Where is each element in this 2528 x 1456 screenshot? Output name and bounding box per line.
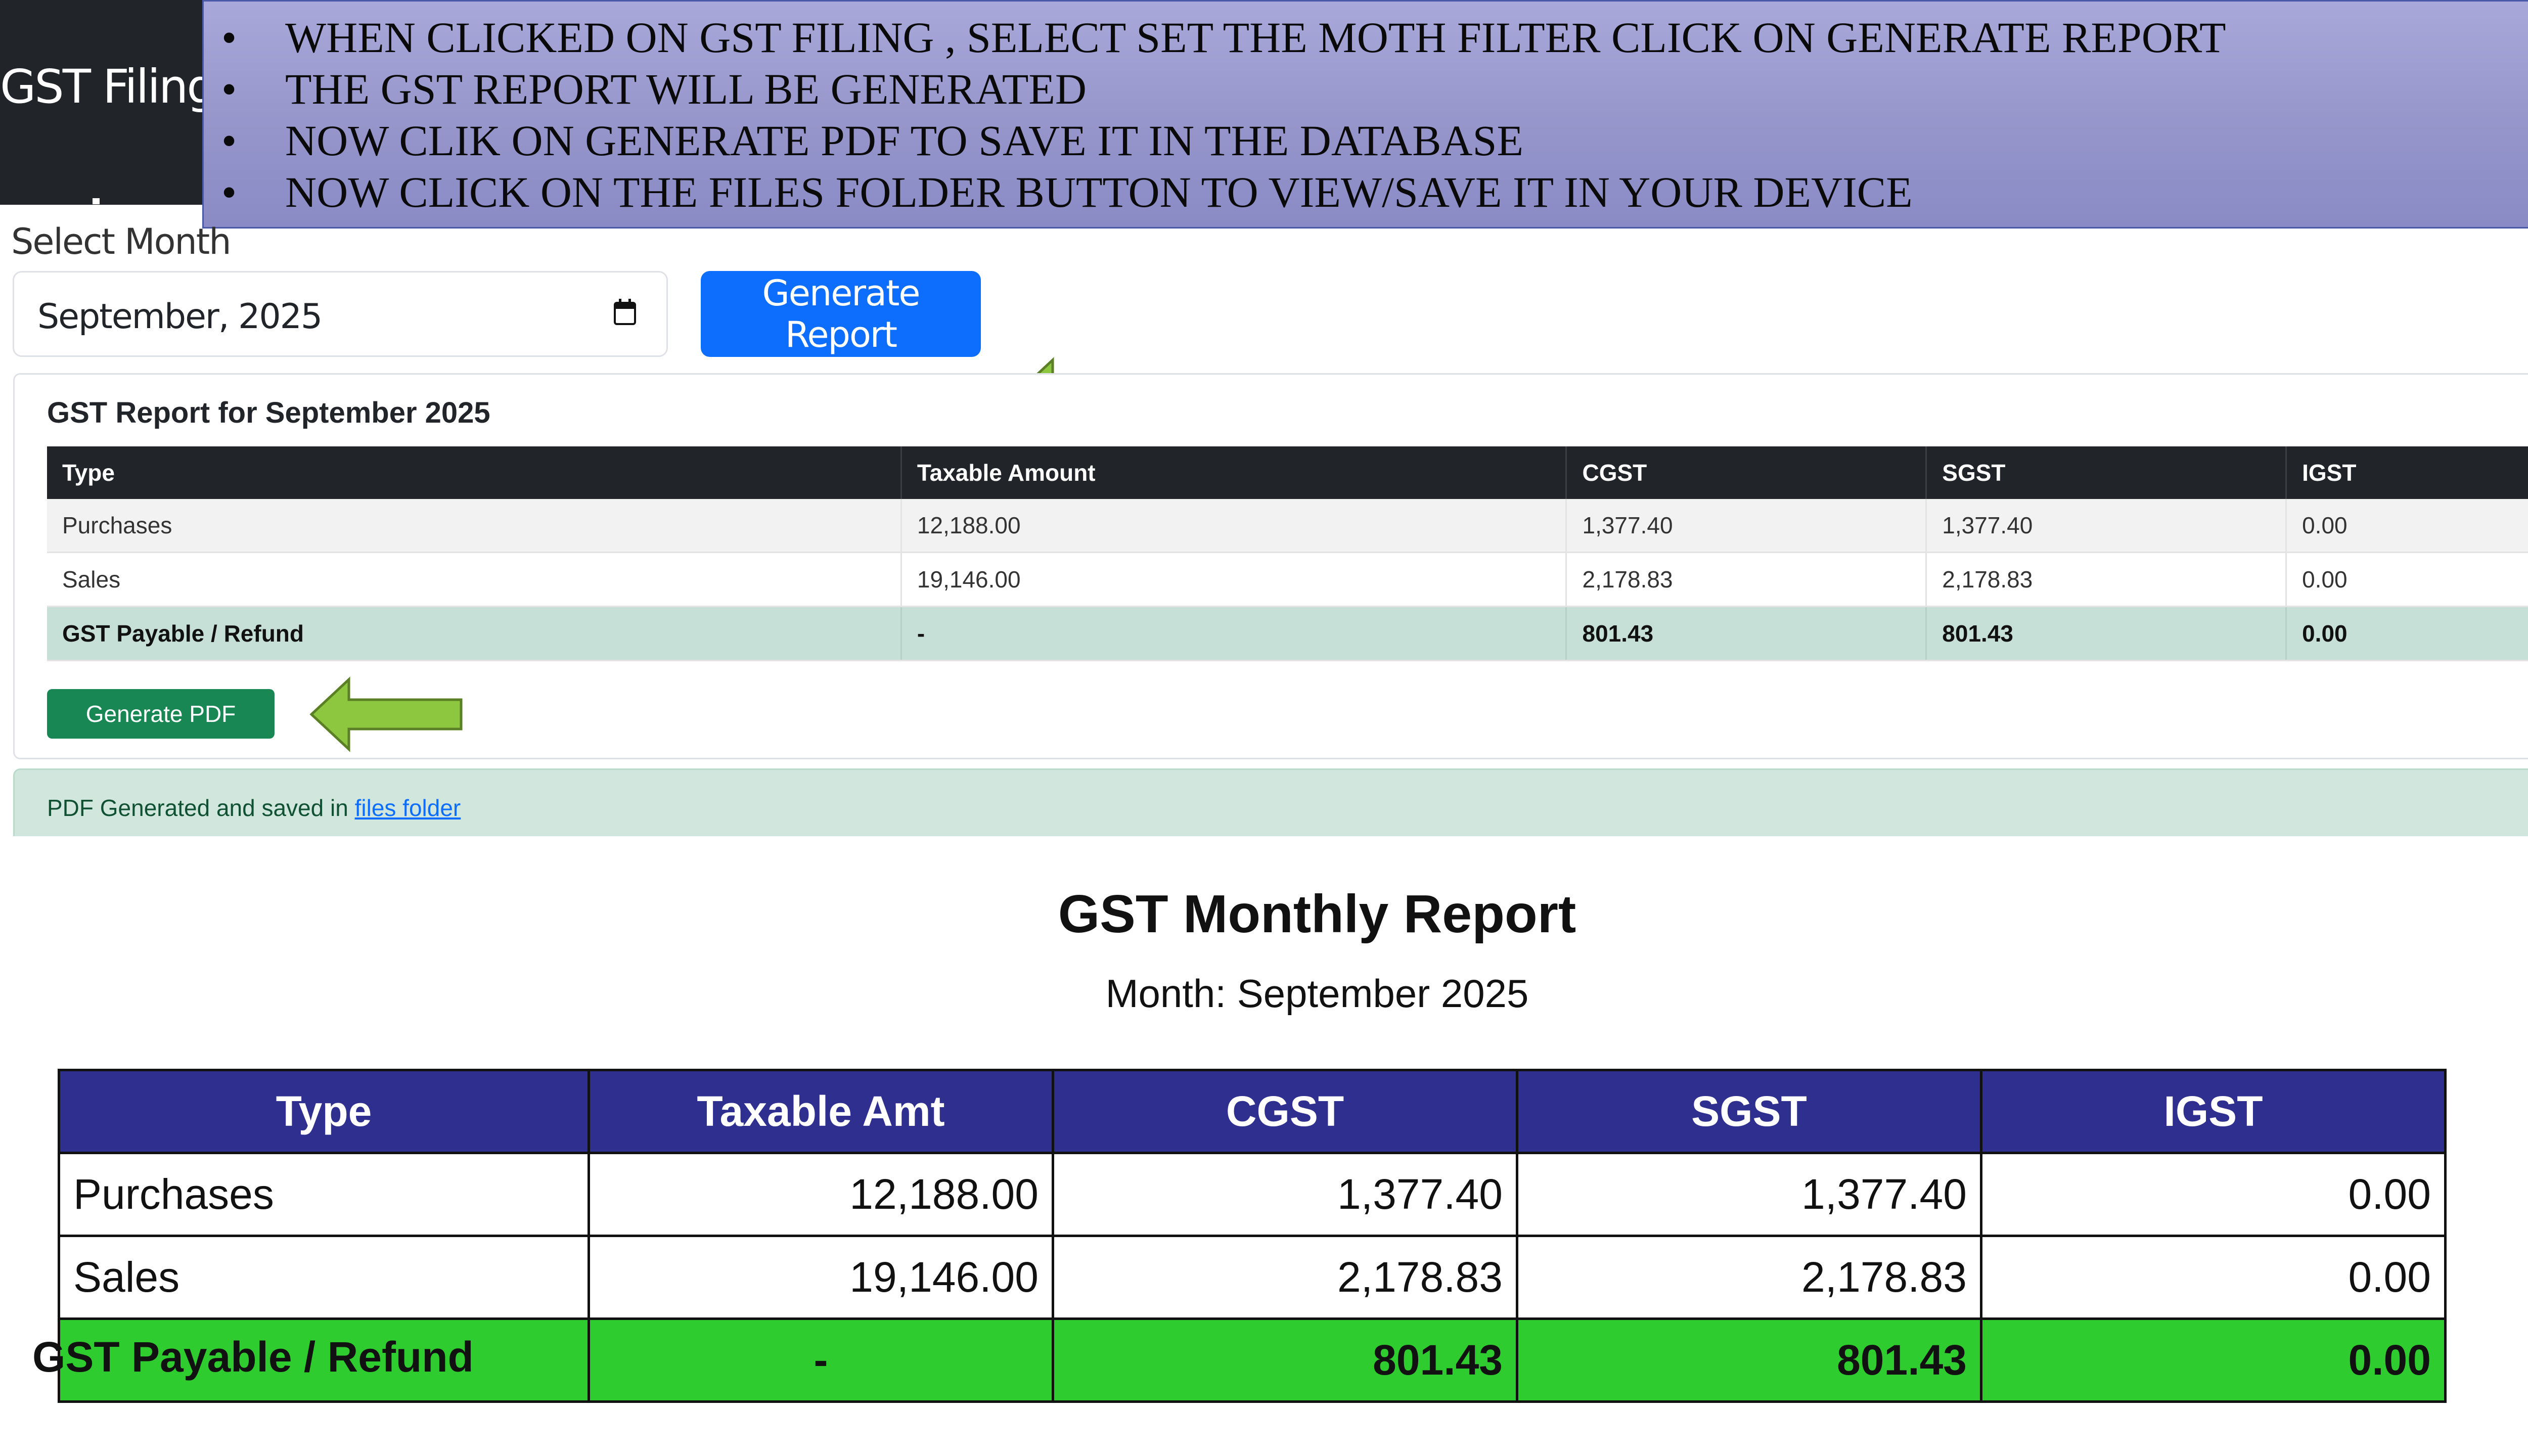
alert-message: PDF Generated and saved in files folder — [47, 795, 461, 821]
pdf-table-cell: 801.43 — [1052, 1317, 1518, 1403]
table-cell: 0.00 — [2286, 499, 2528, 553]
pdf-table-row: Purchases 12,188.00 1,377.40 1,377.40 0.… — [58, 1152, 2447, 1237]
calendar-icon[interactable] — [614, 299, 636, 325]
table-row: Sales 19,146.00 2,178.83 2,178.83 0.00 — [47, 552, 2528, 607]
success-alert: PDF Generated and saved in files folder — [13, 768, 2528, 836]
pdf-table-row-total: - 801.43 801.43 0.00 — [58, 1317, 2447, 1403]
pdf-report-month: Month: September 2025 — [1105, 971, 1529, 1016]
table-cell: 12,188.00 — [901, 499, 1567, 553]
table-cell: 1,377.40 — [1926, 499, 2287, 553]
pdf-table-cell: 801.43 — [1516, 1317, 1982, 1403]
table-cell: 2,178.83 — [1566, 552, 1927, 607]
pdf-table-row: Sales 19,146.00 2,178.83 2,178.83 0.00 — [58, 1235, 2447, 1320]
pdf-payable-label: GST Payable / Refund — [32, 1333, 474, 1381]
pdf-column-header: SGST — [1516, 1069, 1982, 1154]
table-cell: - — [901, 606, 1567, 661]
pdf-table-cell: 2,178.83 — [1052, 1235, 1518, 1320]
pdf-table-cell: 19,146.00 — [588, 1235, 1054, 1320]
instruction-banner: • WHEN CLICKED ON GST FILING , SELECT SET… — [202, 0, 2528, 229]
column-header: Type — [47, 446, 902, 499]
gst-report-table: Type Taxable Amount CGST SGST IGST Purch… — [47, 446, 2528, 661]
pdf-table-cell: 0.00 — [1980, 1235, 2447, 1320]
pdf-column-header: Type — [58, 1069, 590, 1154]
table-cell: 19,146.00 — [901, 552, 1567, 607]
table-cell: 801.43 — [1926, 606, 2287, 661]
table-cell: 0.00 — [2286, 606, 2528, 661]
instruction-item: • NOW CLIK ON GENERATE PDF TO SAVE IT IN … — [221, 116, 1523, 165]
column-header: Taxable Amount — [901, 446, 1567, 499]
pdf-table-cell: 1,377.40 — [1516, 1152, 1982, 1237]
gst-report-card: GST Report for September 2025 Type Taxab… — [13, 373, 2528, 759]
pdf-column-header: CGST — [1052, 1069, 1518, 1154]
table-row-total: GST Payable / Refund - 801.43 801.43 0.0… — [47, 606, 2528, 661]
select-month-label: Select Month — [11, 221, 232, 262]
table-cell: 0.00 — [2286, 552, 2528, 607]
header-divider — [93, 198, 100, 204]
column-header: IGST — [2286, 446, 2528, 499]
pdf-table-cell: Purchases — [58, 1152, 590, 1237]
pdf-column-header: Taxable Amt — [588, 1069, 1054, 1154]
pdf-table-cell: 12,188.00 — [588, 1152, 1054, 1237]
month-input[interactable]: September, 2025 — [13, 271, 668, 357]
generate-pdf-button[interactable]: Generate PDF — [47, 689, 275, 739]
table-cell: Purchases — [47, 499, 902, 553]
table-cell: 801.43 — [1566, 606, 1927, 661]
column-header: CGST — [1566, 446, 1927, 499]
pdf-column-header: IGST — [1980, 1069, 2447, 1154]
table-cell: Sales — [47, 552, 902, 607]
table-cell: 2,178.83 — [1926, 552, 2287, 607]
app-header — [0, 0, 202, 205]
table-cell: GST Payable / Refund — [47, 606, 902, 661]
pdf-table-cell-empty — [58, 1317, 590, 1403]
report-title: GST Report for September 2025 — [47, 396, 490, 429]
pdf-table-cell: 0.00 — [1980, 1152, 2447, 1237]
pdf-table-cell: - — [588, 1317, 1054, 1403]
pdf-report-table: Type Taxable Amt CGST SGST IGST Purchase… — [58, 1069, 2447, 1403]
pdf-table-cell: Sales — [58, 1235, 590, 1320]
instruction-item: • WHEN CLICKED ON GST FILING , SELECT SET… — [221, 13, 2226, 62]
table-row: Purchases 12,188.00 1,377.40 1,377.40 0.… — [47, 499, 2528, 553]
generate-report-button[interactable]: Generate Report — [701, 271, 981, 357]
pdf-report-title: GST Monthly Report — [1058, 884, 1576, 944]
pdf-table-cell: 0.00 — [1980, 1317, 2447, 1403]
pdf-table-cell: 2,178.83 — [1516, 1235, 1982, 1320]
instruction-item: • NOW CLICK ON THE FILES FOLDER BUTTON TO… — [221, 168, 1913, 216]
instruction-item: • THE GST REPORT WILL BE GENERATED — [221, 65, 1087, 113]
app-title[interactable]: GST Filing — [0, 60, 216, 114]
table-cell: 1,377.40 — [1566, 499, 1927, 553]
pdf-table-cell: 1,377.40 — [1052, 1152, 1518, 1237]
files-folder-link[interactable]: files folder — [354, 795, 461, 821]
column-header: SGST — [1926, 446, 2287, 499]
month-value: September, 2025 — [37, 297, 323, 337]
left-arrow-annotation — [309, 676, 463, 752]
